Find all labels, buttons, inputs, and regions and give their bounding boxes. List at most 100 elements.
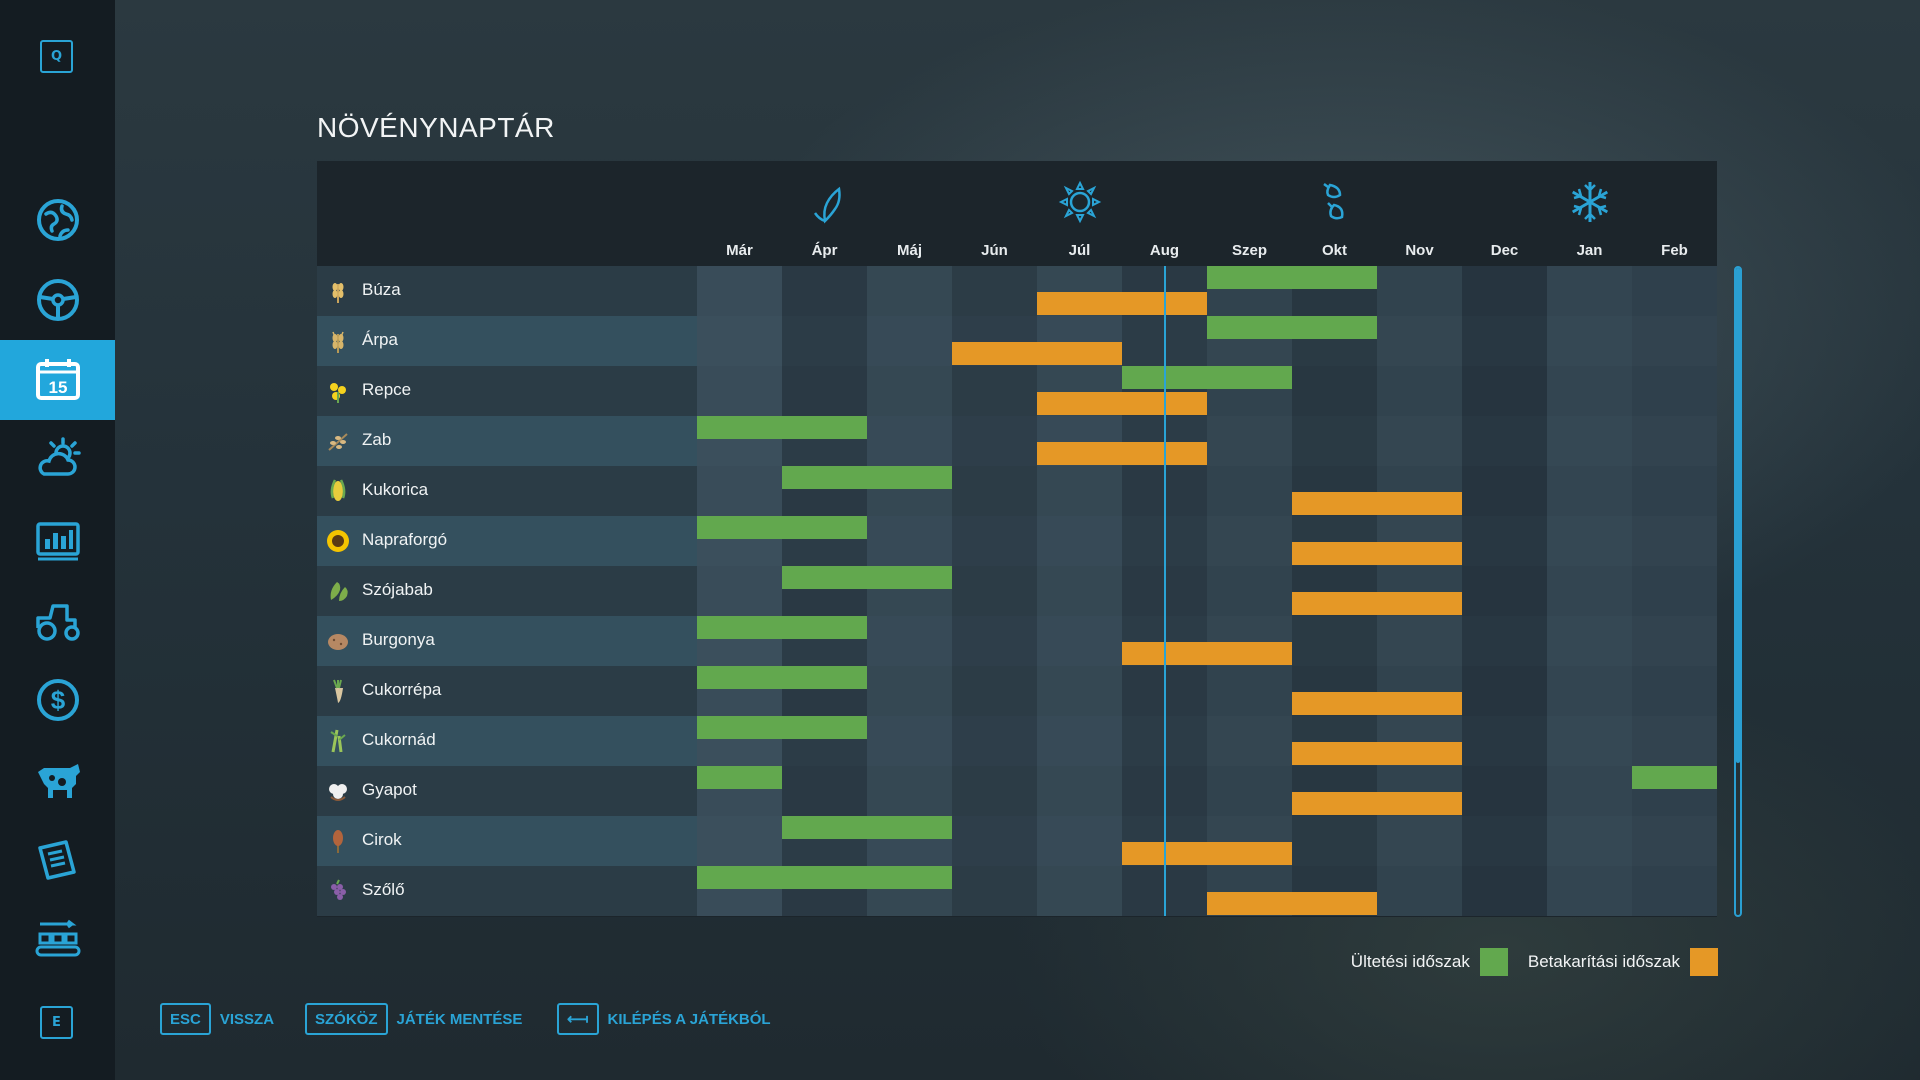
quit-key-hint: ⟻ bbox=[557, 1003, 599, 1035]
month-cell bbox=[1292, 366, 1377, 416]
month-label: Aug bbox=[1149, 242, 1180, 259]
harvest-period-bar bbox=[1292, 542, 1462, 565]
month-cell bbox=[867, 666, 952, 716]
month-cell bbox=[1632, 816, 1717, 866]
crop-name-cell: Cirok bbox=[317, 816, 697, 866]
crop-row[interactable]: Búza bbox=[317, 266, 1717, 316]
month-cell bbox=[1462, 516, 1547, 566]
month-cell bbox=[1207, 566, 1292, 616]
month-cell bbox=[1037, 666, 1122, 716]
crop-name: Repce bbox=[362, 380, 412, 399]
harvest-period-bar bbox=[1037, 442, 1207, 465]
crop-name-cell: Kukorica bbox=[317, 466, 697, 516]
legend-planting: Ültetési időszak bbox=[1351, 948, 1508, 976]
sidebar-item-map[interactable] bbox=[0, 180, 115, 260]
month-label: Máj bbox=[896, 242, 922, 259]
crop-name-cell: Szójabab bbox=[317, 566, 697, 616]
month-cell bbox=[697, 566, 782, 616]
crop-row[interactable]: Burgonya bbox=[317, 616, 1717, 666]
harvest-period-bar bbox=[1122, 642, 1292, 665]
month-cell bbox=[1037, 566, 1122, 616]
planting-period-bar bbox=[697, 516, 867, 539]
month-cell bbox=[952, 366, 1037, 416]
crop-name-cell: Árpa bbox=[317, 316, 697, 366]
planting-period-bar bbox=[1122, 366, 1292, 389]
quit-game-button[interactable]: ⟻ KILÉPÉS A JÁTÉKBÓL bbox=[557, 1003, 771, 1035]
month-label: Nov bbox=[1405, 242, 1434, 259]
save-game-button[interactable]: SZÓKÖZ JÁTÉK MENTÉSE bbox=[305, 1003, 522, 1035]
scrollbar-thumb[interactable] bbox=[1736, 268, 1740, 763]
legend: Ültetési időszak Betakarítási időszak bbox=[1345, 948, 1718, 976]
month-cell bbox=[697, 266, 782, 316]
month-cell bbox=[867, 316, 952, 366]
sidebar-item-contracts[interactable] bbox=[0, 820, 115, 900]
save-key-hint: SZÓKÖZ bbox=[305, 1003, 388, 1035]
back-button[interactable]: ESC VISSZA bbox=[160, 1003, 274, 1035]
month-cell bbox=[952, 416, 1037, 466]
month-cell bbox=[1632, 516, 1717, 566]
month-cell bbox=[1462, 666, 1547, 716]
month-cell bbox=[1547, 816, 1632, 866]
crop-row[interactable]: Napraforgó bbox=[317, 516, 1717, 566]
crop-name: Cukorrépa bbox=[362, 680, 442, 699]
month-cell bbox=[1462, 616, 1547, 666]
month-label: Jún bbox=[981, 242, 1008, 259]
month-cell bbox=[867, 266, 952, 316]
oat-icon bbox=[328, 433, 348, 451]
month-cell bbox=[1547, 566, 1632, 616]
month-label: Dec bbox=[1490, 242, 1519, 259]
month-cell bbox=[1292, 816, 1377, 866]
month-cell bbox=[1462, 566, 1547, 616]
crop-row[interactable]: Gyapot bbox=[317, 766, 1717, 816]
month-cell bbox=[867, 616, 952, 666]
month-label: Ápr bbox=[811, 242, 838, 259]
month-cell bbox=[1207, 666, 1292, 716]
crop-name: Gyapot bbox=[362, 780, 417, 799]
crop-name-cell: Búza bbox=[317, 266, 697, 316]
sidebar-item-vehicles[interactable] bbox=[0, 580, 115, 660]
harvest-period-bar bbox=[1037, 292, 1207, 315]
month-cell bbox=[1632, 716, 1717, 766]
cotton-icon bbox=[329, 784, 347, 801]
crop-row[interactable]: Cirok bbox=[317, 816, 1717, 866]
crop-name-cell: Zab bbox=[317, 416, 697, 466]
crop-row[interactable]: Szójabab bbox=[317, 566, 1717, 616]
crop-row[interactable]: Cukorrépa bbox=[317, 666, 1717, 716]
planting-period-bar bbox=[1632, 766, 1717, 789]
crop-row[interactable]: Cukornád bbox=[317, 716, 1717, 766]
crop-name: Kukorica bbox=[362, 480, 429, 499]
month-cell bbox=[867, 716, 952, 766]
crop-row[interactable]: Kukorica bbox=[317, 466, 1717, 516]
month-cell bbox=[1292, 616, 1377, 666]
harvest-period-bar bbox=[1292, 792, 1462, 815]
month-cell bbox=[1547, 266, 1632, 316]
month-cell bbox=[867, 366, 952, 416]
sidebar-item-weather[interactable] bbox=[0, 420, 115, 500]
month-cell bbox=[697, 316, 782, 366]
svg-text:$: $ bbox=[50, 685, 65, 715]
sidebar-item-production[interactable] bbox=[0, 900, 115, 980]
month-cell bbox=[1547, 666, 1632, 716]
production-chain-icon bbox=[35, 919, 80, 957]
crop-name: Búza bbox=[362, 280, 401, 299]
sorghum-icon bbox=[333, 830, 343, 853]
sidebar-item-calendar[interactable]: 15 bbox=[0, 340, 115, 420]
month-cell bbox=[1547, 316, 1632, 366]
sidebar-item-statistics[interactable] bbox=[0, 500, 115, 580]
autumn-leaves-icon bbox=[1322, 183, 1344, 220]
crop-row[interactable]: Repce bbox=[317, 366, 1717, 416]
sidebar-item-vehicle[interactable] bbox=[0, 260, 115, 340]
calendar-day-number: 15 bbox=[48, 378, 67, 397]
page-title: NÖVÉNYNAPTÁR bbox=[317, 112, 555, 143]
weather-icon bbox=[37, 437, 81, 476]
month-cell bbox=[1207, 416, 1292, 466]
month-cell bbox=[867, 766, 952, 816]
crop-row[interactable]: Szőlő bbox=[317, 866, 1717, 916]
harvest-period-bar bbox=[952, 342, 1122, 365]
crop-row[interactable]: Árpa bbox=[317, 316, 1717, 366]
crop-rows: Búza Árpa Repce Zab Kukorica Napraforgó Szójab… bbox=[317, 266, 1717, 916]
sidebar-item-animals[interactable] bbox=[0, 740, 115, 820]
crop-row[interactable]: Zab bbox=[317, 416, 1717, 466]
scrollbar-track[interactable] bbox=[1734, 266, 1742, 917]
sidebar-item-finances[interactable]: $ bbox=[0, 660, 115, 740]
